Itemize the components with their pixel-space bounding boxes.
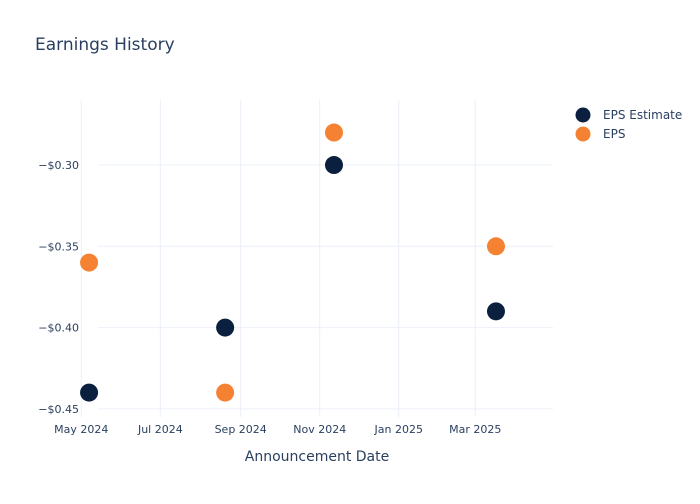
x-tick-label: Nov 2024 xyxy=(293,423,346,436)
x-tick-label: Sep 2024 xyxy=(215,423,267,436)
data-point-eps xyxy=(324,123,343,142)
legend-label: EPS Estimate xyxy=(603,108,682,122)
legend-marker xyxy=(575,107,591,123)
y-tick-label: −$0.45 xyxy=(38,403,79,416)
data-point-eps-estimate xyxy=(324,156,343,175)
x-tick-label: Jan 2025 xyxy=(374,423,423,436)
grid-lines xyxy=(80,100,553,417)
y-tick-label: −$0.30 xyxy=(38,159,79,172)
x-tick-label: Mar 2025 xyxy=(449,423,501,436)
data-point-eps-estimate xyxy=(486,302,505,321)
x-axis-ticks: May 2024 Jul 2024 Sep 2024 Nov 2024 Jan 2025… xyxy=(54,423,501,436)
data-point-eps-estimate xyxy=(216,318,235,337)
data-point-eps xyxy=(486,237,505,256)
x-tick-label: May 2024 xyxy=(54,423,108,436)
x-tick-label: Jul 2024 xyxy=(137,423,183,436)
data-point-eps xyxy=(80,253,99,272)
legend-item-eps[interactable]: EPS xyxy=(575,126,626,142)
legend-item-eps-estimate[interactable]: EPS Estimate xyxy=(575,107,683,123)
y-axis-ticks: −$0.30 −$0.35 −$0.40 −$0.45 xyxy=(38,159,79,416)
legend-marker xyxy=(575,126,591,142)
y-tick-label: −$0.35 xyxy=(38,240,79,253)
legend[interactable]: EPS Estimate EPS xyxy=(575,107,683,142)
data-point-eps xyxy=(216,383,235,402)
y-tick-label: −$0.40 xyxy=(38,322,79,335)
x-axis-label: Announcement Date xyxy=(245,449,389,465)
legend-label: EPS xyxy=(603,127,625,141)
data-point-eps-estimate xyxy=(80,383,99,402)
data-points xyxy=(80,123,505,402)
chart-title: Earnings History xyxy=(35,35,175,55)
